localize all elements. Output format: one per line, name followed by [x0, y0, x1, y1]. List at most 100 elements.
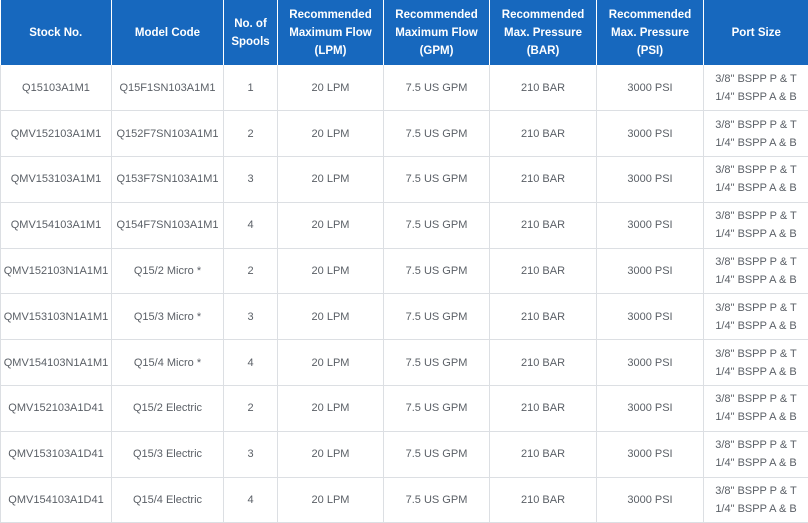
header-label-line: (PSI) — [636, 44, 664, 57]
port-size-line: 3/8" BSPP P & T — [715, 72, 797, 85]
cell-stock-no: Q15103A1M1 — [0, 65, 112, 112]
cell-flow-gpm: 7.5 US GPM — [383, 339, 490, 387]
port-size-line: 1/4" BSPP A & B — [715, 411, 797, 424]
table-row: QMV152103A1D41 Q15/2 Electric 2 20 LPM 7.5 U… — [0, 385, 808, 432]
cell-spools: 1 — [223, 65, 278, 112]
cell-port-size: 3/8" BSPP P & T 1/4" BSPP A & B — [703, 293, 808, 341]
table-row: Q15103A1M1 Q15F1SN103A1M1 1 20 LPM 7.5 US GP… — [0, 65, 808, 112]
cell-stock-no: QMV152103N1A1M1 — [0, 248, 112, 295]
cell-spools: 4 — [223, 477, 278, 523]
header-label-line: Maximum Flow — [289, 26, 372, 39]
cell-stock-no: QMV152103A1M1 — [0, 110, 112, 158]
header-label-line: Spools — [231, 35, 270, 48]
table-header: Stock No. Model Code No. of Spools Recommend… — [0, 0, 808, 65]
header-port-size: Port Size — [703, 0, 808, 65]
cell-model-code: Q15/2 Micro * — [111, 248, 224, 295]
cell-pressure-psi: 3000 PSI — [596, 339, 704, 387]
cell-model-code: Q15/3 Micro * — [111, 293, 224, 341]
cell-spools: 2 — [223, 248, 278, 295]
cell-spools: 3 — [223, 156, 278, 203]
cell-flow-lpm: 20 LPM — [277, 65, 384, 112]
table-row: QMV153103N1A1M1 Q15/3 Micro * 3 20 LPM 7.5 U… — [0, 293, 808, 341]
port-size-line: 1/4" BSPP A & B — [715, 90, 797, 103]
cell-pressure-psi: 3000 PSI — [596, 248, 704, 295]
header-label-line: Model Code — [134, 26, 201, 39]
header-label-line: Recommended — [608, 8, 692, 21]
cell-stock-no: QMV153103N1A1M1 — [0, 293, 112, 341]
header-label-line: Recommended — [289, 8, 372, 21]
header-label-line: Maximum Flow — [395, 26, 478, 39]
port-size-line: 1/4" BSPP A & B — [715, 319, 797, 332]
cell-pressure-bar: 210 BAR — [489, 110, 597, 158]
cell-model-code: Q15F1SN103A1M1 — [111, 65, 224, 112]
header-no-of-spools: No. of Spools — [223, 0, 278, 65]
cell-flow-gpm: 7.5 US GPM — [383, 385, 490, 432]
cell-model-code: Q15/4 Electric — [111, 477, 224, 523]
table-row: QMV152103A1M1 Q152F7SN103A1M1 2 20 LPM 7.5 U… — [0, 110, 808, 158]
cell-stock-no: QMV154103A1D41 — [0, 477, 112, 523]
cell-flow-lpm: 20 LPM — [277, 339, 384, 387]
cell-flow-gpm: 7.5 US GPM — [383, 248, 490, 295]
cell-flow-lpm: 20 LPM — [277, 431, 384, 478]
cell-spools: 4 — [223, 202, 278, 249]
header-label-line: (LPM) — [314, 44, 347, 57]
cell-flow-lpm: 20 LPM — [277, 156, 384, 203]
cell-pressure-psi: 3000 PSI — [596, 65, 704, 112]
cell-pressure-bar: 210 BAR — [489, 65, 597, 112]
cell-pressure-bar: 210 BAR — [489, 339, 597, 387]
header-label-line: No. of — [234, 17, 267, 30]
header-label-line: Stock No. — [29, 26, 83, 39]
cell-model-code: Q153F7SN103A1M1 — [111, 156, 224, 203]
cell-flow-lpm: 20 LPM — [277, 293, 384, 341]
header-label-line: Recommended — [501, 8, 585, 21]
port-size-line: 3/8" BSPP P & T — [715, 210, 797, 223]
cell-flow-lpm: 20 LPM — [277, 248, 384, 295]
port-size-line: 3/8" BSPP P & T — [715, 164, 797, 177]
header-label-line: (GPM) — [419, 44, 454, 57]
cell-model-code: Q152F7SN103A1M1 — [111, 110, 224, 158]
cell-spools: 4 — [223, 339, 278, 387]
cell-model-code: Q154F7SN103A1M1 — [111, 202, 224, 249]
header-flow-lpm: Recommended Maximum Flow (LPM) — [277, 0, 384, 65]
table-row: QMV154103A1M1 Q154F7SN103A1M1 4 20 LPM 7.5 U… — [0, 202, 808, 249]
port-size-line: 1/4" BSPP A & B — [715, 365, 797, 378]
port-size-line: 1/4" BSPP A & B — [715, 457, 797, 470]
header-flow-gpm: Recommended Maximum Flow (GPM) — [383, 0, 490, 65]
cell-model-code: Q15/4 Micro * — [111, 339, 224, 387]
cell-spools: 3 — [223, 431, 278, 478]
cell-port-size: 3/8" BSPP P & T 1/4" BSPP A & B — [703, 385, 808, 432]
cell-pressure-bar: 210 BAR — [489, 202, 597, 249]
cell-pressure-bar: 210 BAR — [489, 385, 597, 432]
table-row: QMV152103N1A1M1 Q15/2 Micro * 2 20 LPM 7.5 U… — [0, 248, 808, 295]
table-row: QMV153103A1M1 Q153F7SN103A1M1 3 20 LPM 7.5 U… — [0, 156, 808, 203]
cell-flow-gpm: 7.5 US GPM — [383, 431, 490, 478]
cell-stock-no: QMV154103N1A1M1 — [0, 339, 112, 387]
cell-spools: 2 — [223, 110, 278, 158]
header-pressure-bar: Recommended Max. Pressure (BAR) — [489, 0, 597, 65]
port-size-line: 3/8" BSPP P & T — [715, 439, 797, 452]
cell-port-size: 3/8" BSPP P & T 1/4" BSPP A & B — [703, 110, 808, 158]
cell-pressure-psi: 3000 PSI — [596, 431, 704, 478]
cell-pressure-psi: 3000 PSI — [596, 202, 704, 249]
cell-flow-lpm: 20 LPM — [277, 110, 384, 158]
header-pressure-psi: Recommended Max. Pressure (PSI) — [596, 0, 704, 65]
cell-stock-no: QMV152103A1D41 — [0, 385, 112, 432]
header-label-line: Max. Pressure — [611, 26, 689, 39]
port-size-line: 3/8" BSPP P & T — [715, 347, 797, 360]
cell-flow-gpm: 7.5 US GPM — [383, 477, 490, 523]
port-size-line: 3/8" BSPP P & T — [715, 118, 797, 131]
header-stock-no: Stock No. — [0, 0, 112, 65]
table-body: Q15103A1M1 Q15F1SN103A1M1 1 20 LPM 7.5 US GP… — [0, 65, 808, 523]
cell-spools: 3 — [223, 293, 278, 341]
header-label-line: Recommended — [395, 8, 478, 21]
header-label-line: Max. Pressure — [504, 26, 582, 39]
header-model-code: Model Code — [111, 0, 224, 65]
cell-flow-gpm: 7.5 US GPM — [383, 110, 490, 158]
cell-port-size: 3/8" BSPP P & T 1/4" BSPP A & B — [703, 477, 808, 523]
cell-pressure-psi: 3000 PSI — [596, 156, 704, 203]
cell-port-size: 3/8" BSPP P & T 1/4" BSPP A & B — [703, 431, 808, 478]
port-size-line: 3/8" BSPP P & T — [715, 256, 797, 269]
port-size-line: 3/8" BSPP P & T — [715, 393, 797, 406]
cell-flow-gpm: 7.5 US GPM — [383, 293, 490, 341]
